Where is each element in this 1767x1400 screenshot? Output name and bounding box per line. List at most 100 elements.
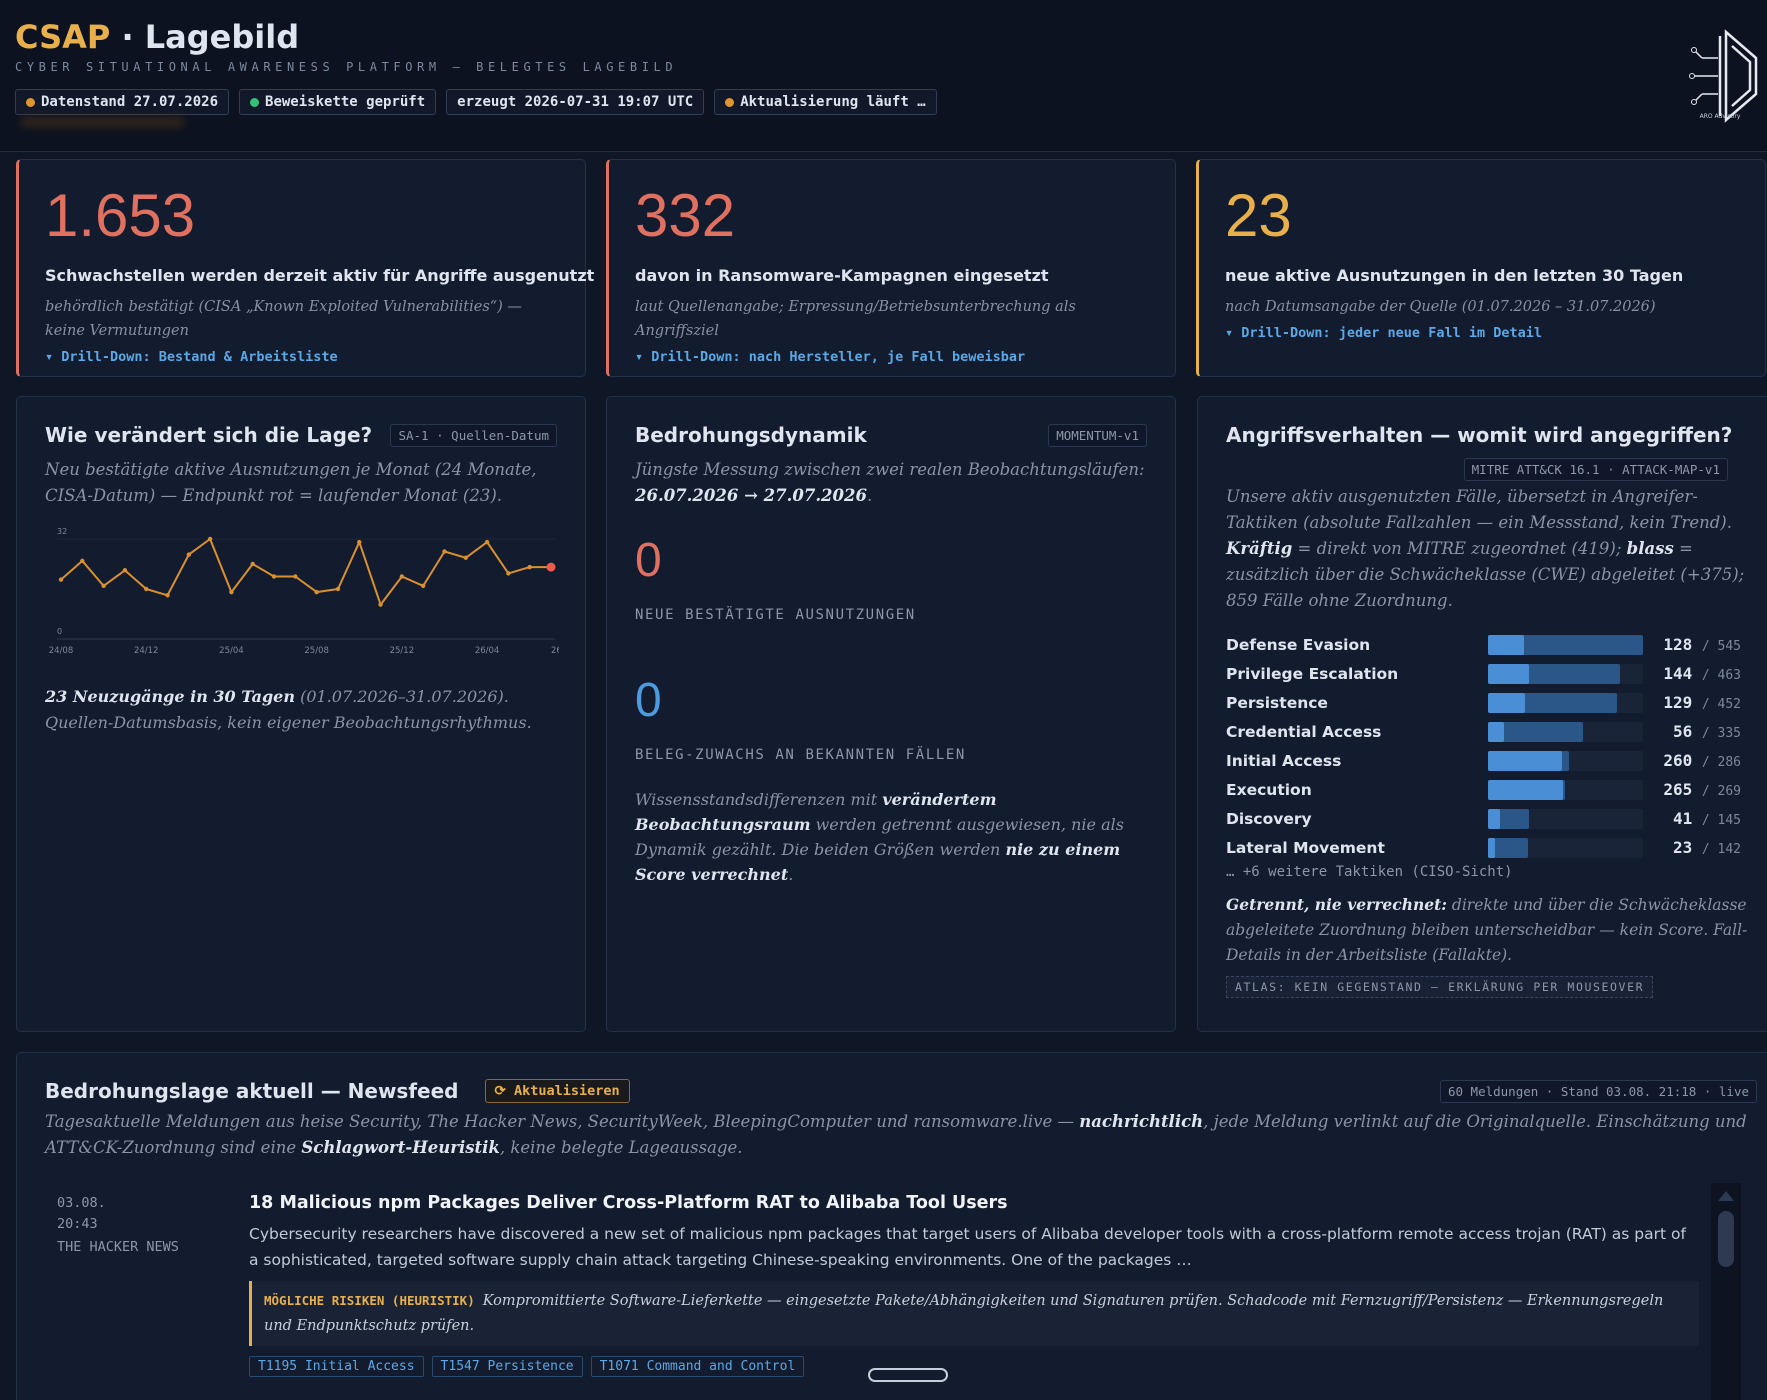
attack-tag[interactable]: T1071 Command and Control bbox=[590, 1356, 805, 1377]
panel-desc: Unsere aktiv ausgenutzten Fälle, überset… bbox=[1226, 484, 1746, 614]
data-point bbox=[165, 593, 170, 598]
data-point bbox=[527, 564, 532, 570]
kpi-note: nach Datumsangabe der Quelle (01.07.2026… bbox=[1225, 299, 1656, 315]
tactic-value: 260 / 286 bbox=[1643, 751, 1741, 770]
derived-bar bbox=[1488, 837, 1529, 858]
status-chip: erzeugt 2026-07-31 19:07 UTC bbox=[446, 89, 705, 115]
drill-down-link[interactable]: ▾ Drill-Down: nach Hersteller, je Fall b… bbox=[635, 349, 1026, 365]
tactic-value: 41 / 145 bbox=[1643, 809, 1741, 828]
tactic-name: Privilege Escalation bbox=[1226, 664, 1399, 683]
tactic-name: Defense Evasion bbox=[1226, 635, 1371, 654]
data-point bbox=[399, 574, 405, 579]
x-tick-label: 24/12 bbox=[134, 646, 159, 656]
kpi-label: neue aktive Ausnutzungen in den letzten … bbox=[1225, 266, 1684, 285]
text-segment: nie zu einem Score verrechnet bbox=[635, 840, 1121, 884]
scroll-indicator bbox=[868, 1368, 948, 1382]
x-tick-label: 25/08 bbox=[304, 646, 329, 656]
text-segment: Schlagwort-Heuristik bbox=[301, 1138, 500, 1157]
panel-title: Bedrohungslage aktuell — Newsfeed bbox=[45, 1079, 459, 1103]
direct-count: 265 bbox=[1663, 780, 1693, 799]
x-tick-label: 26/0 bbox=[551, 646, 559, 656]
status-chip: Aktualisierung läuft … bbox=[714, 89, 937, 115]
data-point bbox=[484, 539, 490, 545]
risk-label: MÖGLICHE RISIKEN (HEURISTIK) bbox=[264, 1293, 475, 1308]
total-count: / 335 bbox=[1701, 726, 1741, 741]
attack-tag[interactable]: T1547 Persistence bbox=[431, 1356, 583, 1377]
text-segment: 26.07.2026 → 27.07.2026 bbox=[635, 486, 867, 505]
derived-bar bbox=[1488, 634, 1643, 655]
x-tick-label: 25/04 bbox=[219, 646, 244, 656]
bar-track bbox=[1488, 779, 1643, 800]
bar-track bbox=[1488, 721, 1643, 742]
text-segment: , jede Meldung verlinkt auf die Original… bbox=[45, 1112, 1747, 1157]
y-tick-label: 0 bbox=[57, 627, 62, 636]
text-segment: = direkt von MITRE zugeordnet (419); bbox=[1292, 539, 1627, 558]
text-segment: Tagesaktuelle Meldungen aus heise Securi… bbox=[45, 1112, 1080, 1131]
x-tick-label: 25/12 bbox=[390, 646, 415, 656]
data-point bbox=[186, 552, 192, 557]
direct-count: 144 bbox=[1663, 664, 1693, 683]
tactic-row: Credential Access 56 / 335 bbox=[1226, 717, 1741, 746]
data-point bbox=[293, 574, 298, 579]
chip-text: Datenstand 27.07.2026 bbox=[41, 94, 219, 110]
scrollbar[interactable] bbox=[1711, 1183, 1741, 1400]
subtitle: CYBER SITUATIONAL AWARENESS PLATFORM — B… bbox=[15, 60, 678, 74]
refresh-button[interactable]: ⟳ Aktualisieren bbox=[484, 1079, 630, 1103]
status-chips: Datenstand 27.07.2026 Beweiskette geprüft… bbox=[15, 89, 937, 115]
text-segment: . bbox=[866, 486, 873, 505]
text-segment: werden getrennt ausgewiesen, nie als Dyn… bbox=[635, 815, 1124, 859]
metric: 0 NEUE BESTÄTIGTE AUSNUTZUNGEN bbox=[635, 537, 1147, 624]
text-segment: blass bbox=[1626, 539, 1674, 558]
drill-down-link[interactable]: ▾ Drill-Down: jeder neue Fall im Detail bbox=[1225, 325, 1542, 341]
kpi-label: Schwachstellen werden derzeit aktiv für … bbox=[45, 266, 595, 285]
status-chip: Beweiskette geprüft bbox=[239, 89, 437, 115]
metrics: 0 NEUE BESTÄTIGTE AUSNUTZUNGEN 0 BELEG-ZUWA… bbox=[635, 537, 1147, 764]
risk-text: Kompromittierte Software-Lieferkette — e… bbox=[264, 1293, 1664, 1334]
direct-count: 56 bbox=[1672, 722, 1693, 741]
data-point bbox=[144, 586, 149, 592]
news-time: 20:43 bbox=[57, 1216, 98, 1232]
total-number: 452 bbox=[1717, 697, 1741, 712]
kpi-note: behördlich bestätigt (CISA „Known Exploi… bbox=[45, 299, 522, 339]
bar-track bbox=[1488, 837, 1643, 858]
text-segment: (01.07.2026–31.07.2026). Quellen-Datumsb… bbox=[45, 687, 532, 732]
tactic-value: 144 / 463 bbox=[1643, 664, 1741, 683]
x-tick-label: 26/04 bbox=[475, 646, 500, 656]
text-segment: Jüngste Messung zwischen zwei realen Beo… bbox=[635, 460, 1145, 479]
panel-title: Wie verändert sich die Lage? bbox=[45, 423, 373, 447]
data-point bbox=[463, 555, 468, 560]
news-headline[interactable]: 18 Malicious npm Packages Deliver Cross-… bbox=[249, 1193, 1008, 1213]
data-point bbox=[101, 583, 106, 589]
atlas-badge: ATLAS: KEIN GEGENSTAND — ERKLÄRUNG PER M… bbox=[1226, 976, 1654, 998]
direct-bar bbox=[1488, 750, 1562, 771]
tactic-name: Discovery bbox=[1226, 809, 1312, 828]
tactic-name: Initial Access bbox=[1226, 751, 1342, 770]
kpi-card: 332 davon in Ransomware-Kampagnen eingese… bbox=[606, 159, 1176, 377]
panel-tag: MITRE ATT&CK 16.1 · ATTACK-MAP-v1 bbox=[1463, 458, 1728, 481]
total-count: / 145 bbox=[1701, 813, 1741, 828]
data-point bbox=[271, 574, 277, 579]
dynamics-panel: Bedrohungsdynamik MOMENTUM-v1 Jüngste Mes… bbox=[606, 396, 1176, 1032]
total-count: / 452 bbox=[1701, 697, 1741, 712]
text-segment: . bbox=[788, 865, 794, 884]
tactic-bars: Defense Evasion 128 / 545 Privilege Escala… bbox=[1226, 630, 1741, 862]
bar-track bbox=[1488, 634, 1643, 655]
tactic-value: 129 / 452 bbox=[1643, 693, 1741, 712]
drill-down-link[interactable]: ▾ Drill-Down: Bestand & Arbeitsliste bbox=[45, 349, 338, 365]
direct-bar bbox=[1488, 837, 1495, 858]
panel-note: Wissensstandsdifferenzen mit verändertem… bbox=[635, 787, 1147, 887]
x-tick-label: 24/08 bbox=[49, 646, 74, 656]
tactic-value: 56 / 335 bbox=[1643, 722, 1741, 741]
direct-bar bbox=[1488, 721, 1504, 742]
direct-count: 260 bbox=[1663, 751, 1693, 770]
panel-footer: Getrennt, nie verrechnet: direkte und üb… bbox=[1226, 892, 1751, 968]
status-chip: Datenstand 27.07.2026 bbox=[15, 89, 230, 115]
total-number: 335 bbox=[1717, 726, 1741, 741]
tactic-row: Privilege Escalation 144 / 463 bbox=[1226, 659, 1741, 688]
bar-track bbox=[1488, 692, 1643, 713]
attack-tag[interactable]: T1195 Initial Access bbox=[249, 1356, 424, 1377]
header: CSAP · Lagebild CYBER SITUATIONAL AWAREN… bbox=[0, 0, 1767, 152]
tactic-value: 23 / 142 bbox=[1643, 838, 1741, 857]
direct-count: 23 bbox=[1672, 838, 1693, 857]
